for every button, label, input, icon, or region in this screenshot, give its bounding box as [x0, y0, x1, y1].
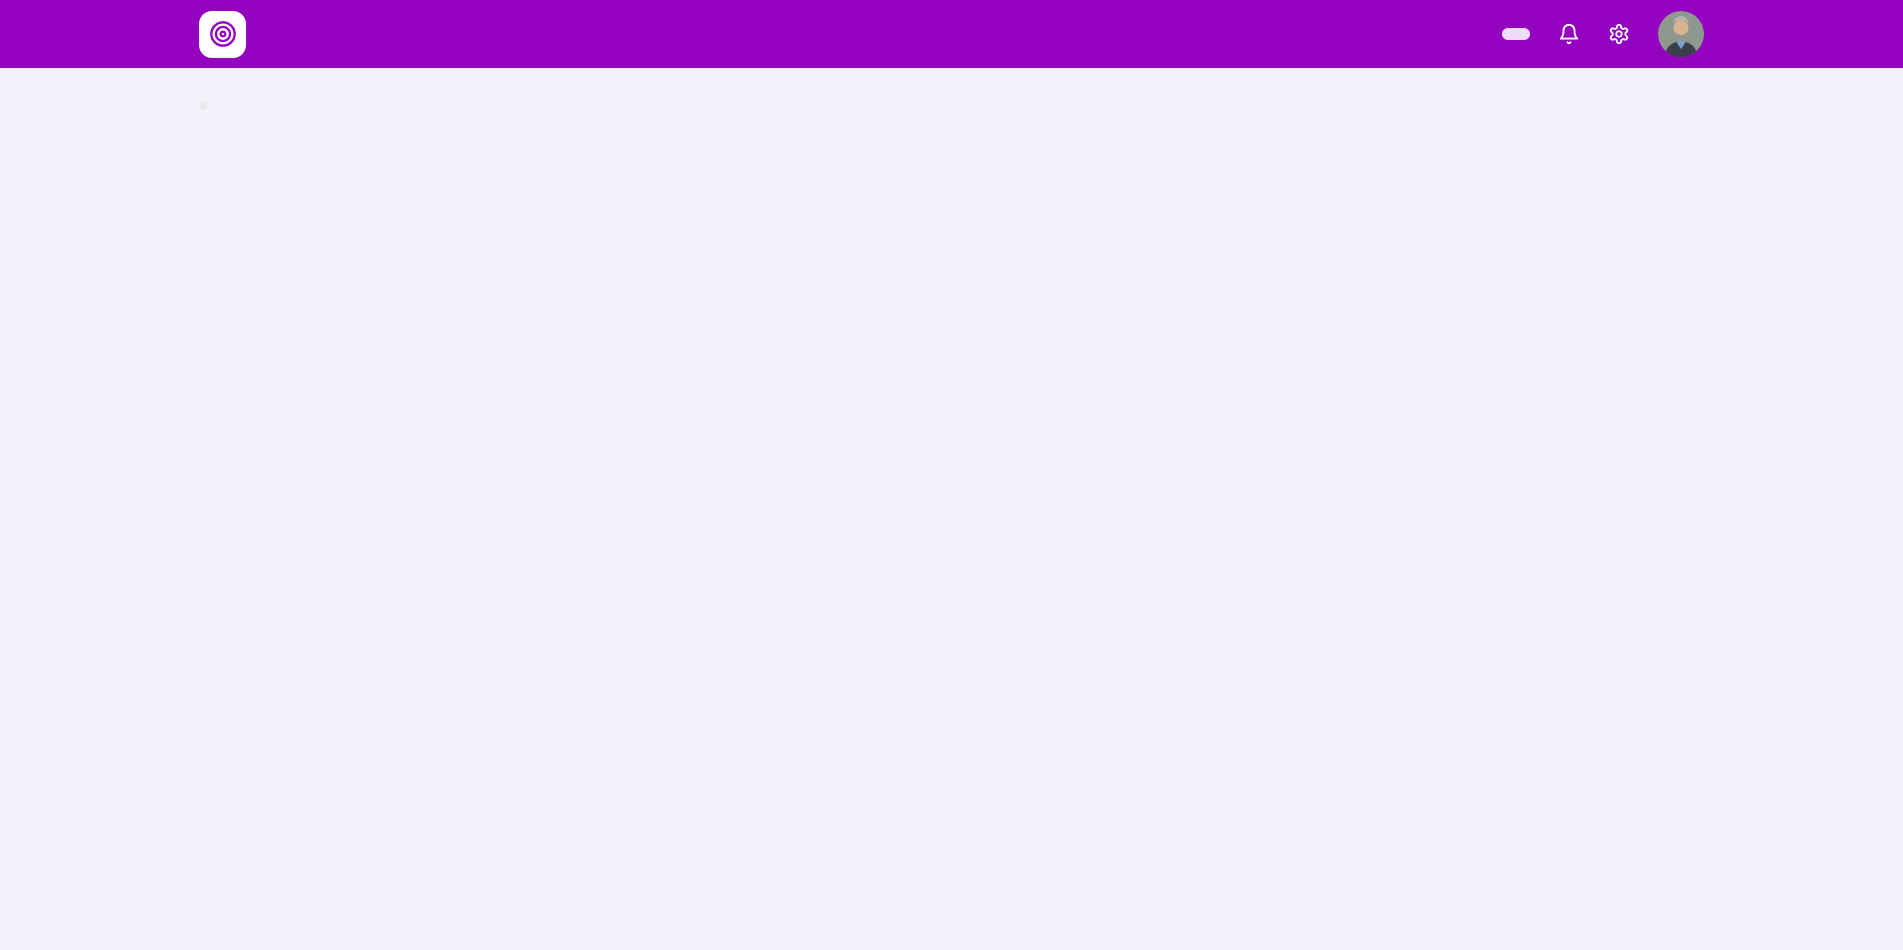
gear-icon [1608, 23, 1630, 45]
nav-tabs [199, 102, 207, 110]
settings-button[interactable] [1608, 23, 1630, 45]
brand [199, 10, 261, 58]
app-header [0, 0, 1903, 68]
api-status-badge [1502, 28, 1530, 40]
app-logo-target-icon [199, 10, 246, 58]
bell-icon [1558, 23, 1580, 45]
avatar[interactable] [1658, 11, 1704, 57]
header-actions [1502, 11, 1704, 57]
notifications-button[interactable] [1558, 23, 1580, 45]
dashboard-content [199, 68, 1704, 199]
